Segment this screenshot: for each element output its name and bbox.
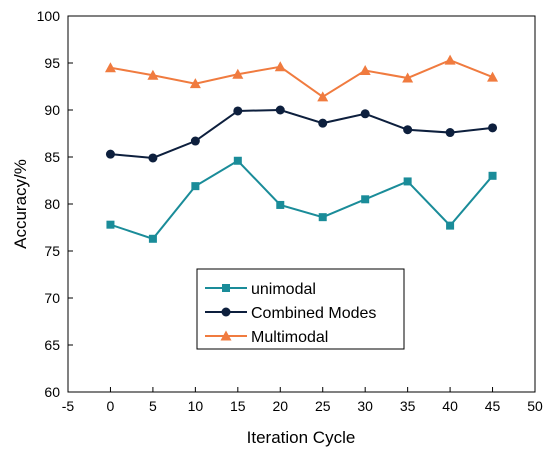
data-point <box>274 61 286 72</box>
data-point <box>105 149 115 159</box>
data-point <box>403 125 413 135</box>
data-point <box>189 78 201 89</box>
data-point <box>444 54 456 65</box>
legend-label: Combined Modes <box>251 305 376 322</box>
x-tick-label: 35 <box>400 398 416 414</box>
legend-label: Multimodal <box>251 329 328 346</box>
x-tick-label: 25 <box>315 398 331 414</box>
legend-item: unimodal <box>205 281 316 298</box>
x-tick-label: 5 <box>149 398 157 414</box>
data-point <box>445 128 455 138</box>
data-point <box>318 213 327 222</box>
y-tick-label: 90 <box>44 102 60 118</box>
data-point <box>148 153 158 163</box>
x-tick-label: 10 <box>188 398 204 414</box>
data-point <box>487 71 499 82</box>
x-tick-label: 40 <box>442 398 458 414</box>
data-point <box>403 177 412 186</box>
y-tick-label: 70 <box>44 290 60 306</box>
y-axis-title: Accuracy/% <box>11 159 30 249</box>
series-2 <box>104 54 499 102</box>
data-point <box>360 109 370 119</box>
y-tick-label: 80 <box>44 196 60 212</box>
series-0 <box>106 156 497 243</box>
x-tick-label: 50 <box>527 398 543 414</box>
legend-marker <box>220 330 232 341</box>
data-point <box>446 221 455 230</box>
x-axis-ticks: -5 0 5 10 15 20 25 30 35 40 45 50 <box>62 387 543 414</box>
data-point <box>318 118 328 128</box>
data-point <box>233 106 243 116</box>
series-line <box>110 59 493 99</box>
x-tick-label: -5 <box>62 398 75 414</box>
y-axis-ticks: 60 65 70 75 80 85 90 95 100 <box>37 8 73 400</box>
data-point <box>190 136 200 146</box>
series-line <box>110 159 494 240</box>
y-tick-label: 95 <box>44 55 60 71</box>
legend-label: unimodal <box>251 281 316 298</box>
x-axis-title: Iteration Cycle <box>247 428 356 447</box>
data-point <box>106 220 115 229</box>
data-point <box>191 182 200 191</box>
y-tick-label: 60 <box>44 384 60 400</box>
data-point <box>104 62 116 73</box>
x-tick-label: 0 <box>107 398 115 414</box>
y-tick-label: 85 <box>44 149 60 165</box>
legend-marker <box>222 284 230 292</box>
x-tick-label: 15 <box>230 398 246 414</box>
data-point <box>147 69 159 80</box>
data-point <box>275 105 285 115</box>
data-point <box>361 195 370 204</box>
series-line <box>110 108 493 159</box>
legend-marker <box>221 307 231 317</box>
y-tick-label: 100 <box>37 8 61 24</box>
legend: unimodal Combined Modes Multimodal <box>196 268 405 350</box>
series-layer <box>104 54 499 243</box>
legend-item: Combined Modes <box>205 305 376 322</box>
data-point <box>488 123 498 133</box>
data-point <box>317 91 329 102</box>
data-point <box>276 200 285 209</box>
x-tick-label: 45 <box>485 398 501 414</box>
data-point <box>233 156 242 165</box>
y-tick-label: 75 <box>44 243 60 259</box>
legend-item: Multimodal <box>205 329 328 346</box>
data-point <box>488 171 497 180</box>
series-1 <box>105 105 498 163</box>
data-point <box>402 72 414 83</box>
x-tick-label: 20 <box>272 398 288 414</box>
data-point <box>232 68 244 79</box>
data-point <box>148 234 157 243</box>
y-tick-label: 65 <box>44 337 60 353</box>
x-tick-label: 30 <box>357 398 373 414</box>
data-point <box>359 65 371 76</box>
